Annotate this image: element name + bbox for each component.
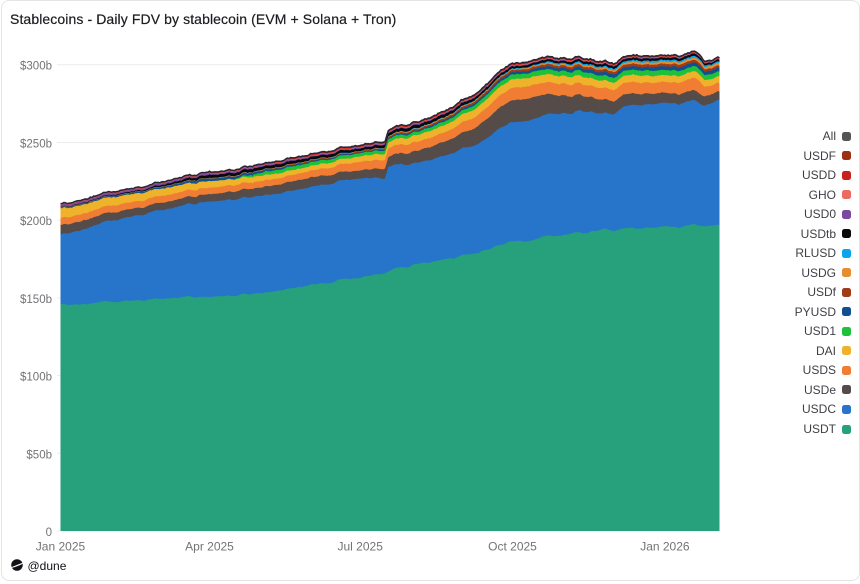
svg-text:$250b: $250b — [20, 139, 52, 151]
svg-text:$300b: $300b — [20, 61, 52, 73]
svg-text:Oct 2025: Oct 2025 — [488, 540, 537, 554]
svg-text:Jan 2025: Jan 2025 — [36, 540, 86, 554]
svg-text:$50b: $50b — [26, 449, 52, 461]
svg-text:$200b: $200b — [20, 216, 52, 228]
svg-text:$150b: $150b — [20, 294, 52, 306]
svg-text:$100b: $100b — [20, 372, 52, 384]
svg-text:Apr 2025: Apr 2025 — [185, 540, 234, 554]
svg-text:0: 0 — [46, 527, 52, 539]
svg-text:Jan 2026: Jan 2026 — [640, 540, 690, 554]
svg-text:Jul 2025: Jul 2025 — [338, 540, 384, 554]
